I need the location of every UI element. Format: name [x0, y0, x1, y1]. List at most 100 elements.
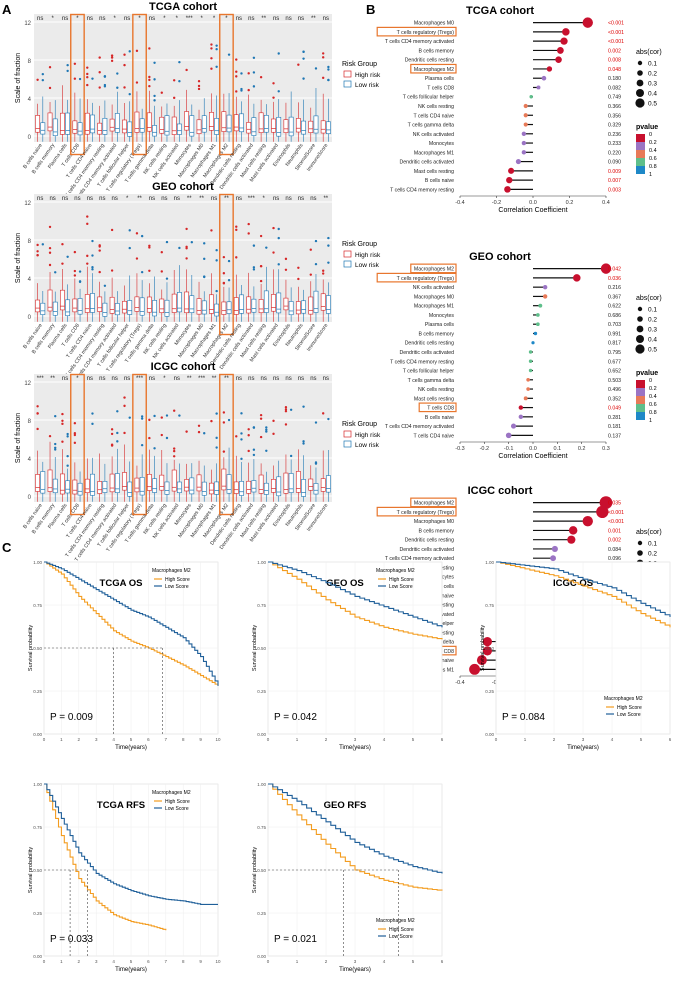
- significance-label: ns: [285, 16, 291, 22]
- box: [196, 119, 202, 134]
- y-axis-label: Survival probability: [252, 625, 258, 671]
- outlier-point: [284, 408, 288, 411]
- lollipop-dot: [541, 75, 547, 81]
- row-label: Monocytes: [429, 313, 454, 319]
- risk-legend: Risk Group High risk Low risk: [342, 61, 381, 89]
- box: [152, 478, 157, 493]
- p-value-label: 0.002: [608, 48, 621, 54]
- box: [233, 297, 239, 315]
- p-value-label: <0.001: [608, 510, 624, 516]
- significance-label: ns: [298, 196, 304, 202]
- lollipop-dot: [562, 28, 570, 36]
- outlier-point: [98, 71, 101, 74]
- box: [90, 293, 95, 313]
- outlier-point: [123, 431, 126, 435]
- box: [102, 481, 108, 493]
- significance-label: ns: [37, 16, 43, 22]
- box: [122, 300, 127, 314]
- legend-swatch-low: [343, 80, 352, 88]
- highlight-box: [410, 497, 457, 508]
- outlier-point: [259, 417, 263, 420]
- lollipop-dot: [528, 359, 533, 363]
- outlier-point: [135, 232, 139, 235]
- km-legend-title: Macrophages M2: [376, 918, 415, 924]
- box: [139, 476, 145, 496]
- outlier-point: [48, 86, 52, 90]
- outlier-point: [272, 82, 275, 85]
- significance-label: ns: [273, 16, 279, 22]
- color-legend-swatch: [636, 404, 645, 412]
- outlier-point: [41, 78, 45, 82]
- km-title: TCGA OS: [100, 578, 143, 589]
- outlier-point: [98, 249, 101, 252]
- significance-label: *: [263, 196, 266, 202]
- box: [251, 480, 257, 493]
- box: [65, 480, 71, 494]
- lollipop-dot: [567, 535, 576, 544]
- outlier-point: [235, 75, 238, 78]
- box: [251, 117, 257, 136]
- outlier-point: [314, 262, 318, 266]
- significance-label: ns: [149, 16, 155, 22]
- color-legend-value: 1: [649, 172, 652, 178]
- outlier-point: [197, 424, 201, 428]
- outlier-point: [265, 449, 268, 452]
- box: [263, 290, 269, 313]
- size-legend-value: 0.5: [648, 347, 657, 354]
- outlier-point: [252, 244, 256, 247]
- box: [196, 298, 202, 315]
- box: [40, 302, 46, 315]
- p-value-label: 0.503: [608, 378, 621, 384]
- outlier-point: [277, 90, 280, 93]
- color-legend-swatch: [636, 134, 645, 142]
- significance-label: **: [137, 196, 142, 202]
- outlier-point: [327, 65, 330, 69]
- box: [209, 294, 214, 314]
- row-label: B cells naive: [425, 178, 454, 184]
- outlier-point: [321, 269, 325, 272]
- y-axis-label: Survival probability: [480, 625, 486, 671]
- box: [134, 296, 140, 312]
- size-legend-value: 0.5: [648, 101, 657, 108]
- box: [283, 297, 289, 311]
- box: [263, 114, 269, 133]
- significance-label: ***: [136, 376, 144, 382]
- outlier-point: [197, 84, 201, 88]
- lollipop-dot: [482, 646, 492, 656]
- outlier-point: [110, 59, 114, 63]
- outlier-point: [222, 411, 226, 414]
- x-tick-label: 10: [215, 737, 221, 742]
- significance-label: **: [311, 16, 316, 22]
- x-tick-label: 5: [412, 737, 415, 742]
- outlier-point: [272, 226, 275, 230]
- box: [209, 482, 214, 495]
- significance-label: ns: [74, 196, 80, 202]
- significance-label: ns: [149, 196, 155, 202]
- outlier-point: [197, 430, 201, 434]
- outlier-point: [215, 446, 218, 449]
- box: [239, 481, 244, 496]
- x-tick-label: 0.0: [529, 446, 537, 452]
- outlier-point: [240, 87, 243, 91]
- outlier-point: [284, 423, 288, 426]
- outlier-point: [48, 246, 52, 250]
- y-tick-label: 0.25: [485, 689, 494, 694]
- y-tick-label: 1.00: [485, 560, 494, 565]
- highlight-box: [70, 373, 85, 516]
- box: [283, 472, 289, 494]
- lollipop-dot: [521, 140, 527, 146]
- outlier-point: [252, 56, 256, 59]
- significance-label: ns: [236, 16, 242, 22]
- y-tick-label: 0: [28, 135, 32, 141]
- significance-label: ns: [62, 16, 68, 22]
- color-legend-value: 0.8: [649, 164, 657, 170]
- significance-label: ns: [112, 196, 118, 202]
- box: [196, 474, 202, 492]
- significance-label: *: [51, 16, 54, 22]
- x-tick-label: -0.2: [492, 200, 501, 206]
- box: [313, 290, 319, 313]
- outlier-point: [240, 432, 243, 435]
- outlier-point: [48, 251, 52, 254]
- outlier-point: [116, 410, 119, 413]
